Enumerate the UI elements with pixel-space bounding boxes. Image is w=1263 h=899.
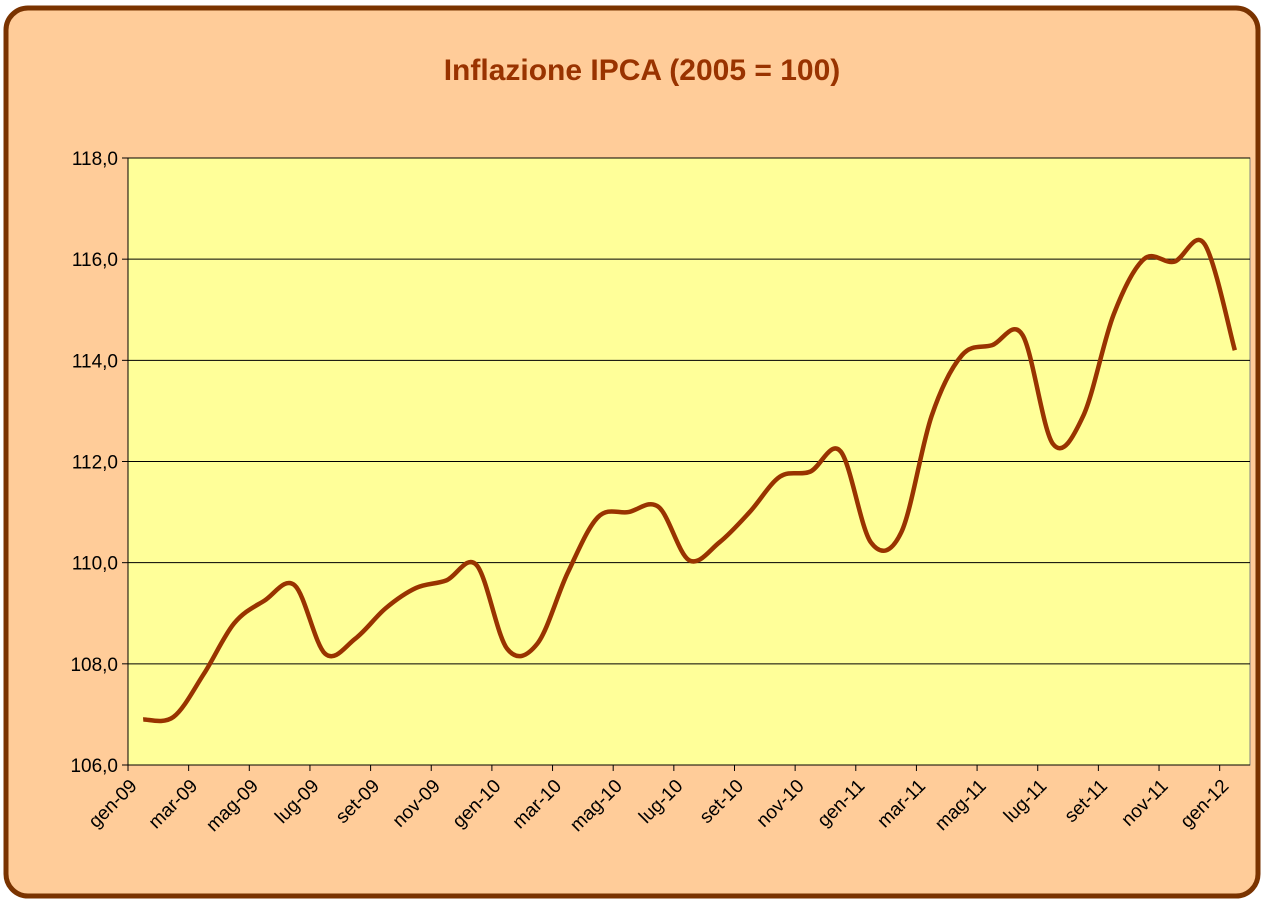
y-tick-label: 112,0 (72, 453, 118, 474)
y-tick-label: 114,0 (72, 351, 118, 372)
y-tick-label: 118,0 (72, 149, 118, 170)
y-tick-label: 116,0 (72, 250, 118, 271)
series-line (142, 237, 1238, 724)
y-tick-label: 110,0 (72, 554, 118, 575)
y-tick-label: 106,0 (70, 756, 118, 777)
chart-title: Inflazione IPCA (2005 = 100) (444, 54, 841, 87)
y-tick-label: 108,0 (70, 655, 118, 676)
